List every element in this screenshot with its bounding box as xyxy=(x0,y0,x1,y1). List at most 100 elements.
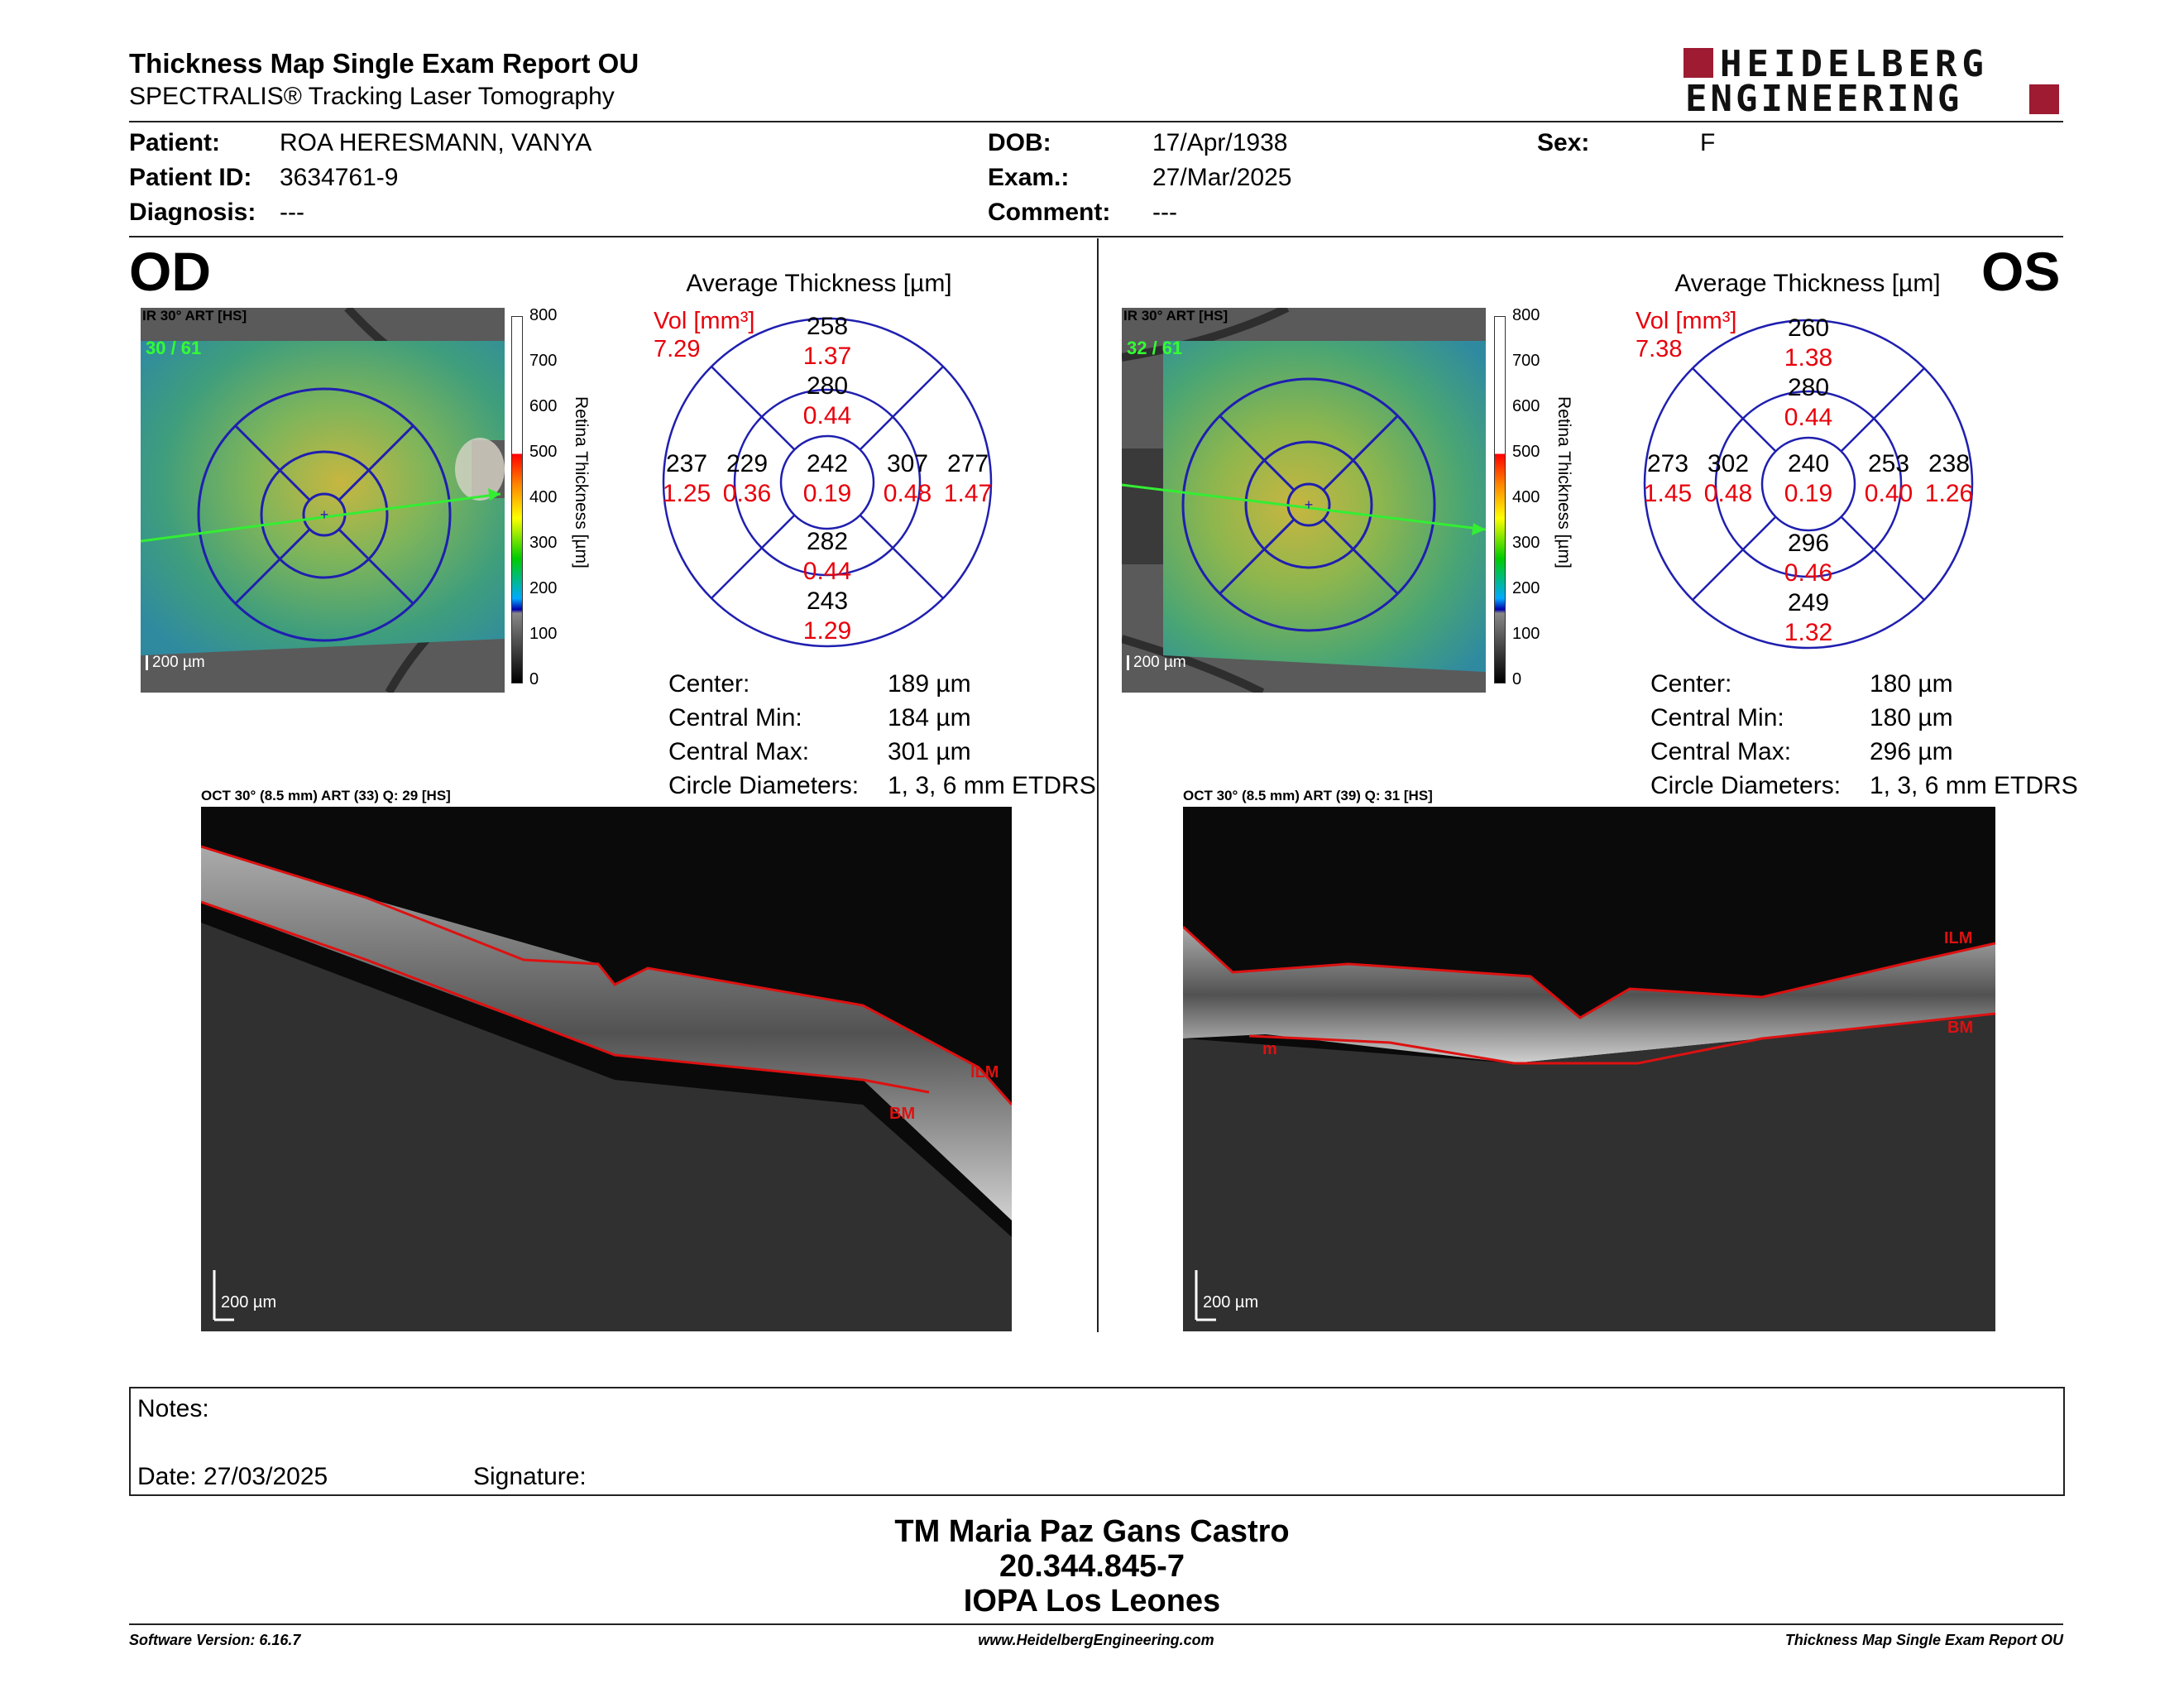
od-tick-500: 500 xyxy=(529,443,558,461)
os-diam-value: 1, 3, 6 mm ETDRS xyxy=(1870,772,2078,799)
notes-label: Notes: xyxy=(137,1395,209,1422)
os-colorbar-ticks: 800 700 600 500 400 300 200 100 0 xyxy=(1512,306,1545,688)
os-oct-svg xyxy=(1183,807,1995,1331)
od-center-label: Center: xyxy=(668,670,750,698)
od-min-value: 184 µm xyxy=(888,704,971,731)
od-tick-700: 700 xyxy=(529,352,558,370)
od-grid-values: 258 1.37 280 0.44 237 1.25 229 0.36 242 … xyxy=(658,313,997,652)
od-outer-top: 258 xyxy=(806,313,849,340)
os-outer-top: 260 xyxy=(1787,314,1830,342)
report-title: Thickness Map Single Exam Report OU xyxy=(129,48,639,79)
report-subtitle: SPECTRALIS® Tracking Laser Tomography xyxy=(129,83,615,110)
od-tick-0: 0 xyxy=(529,670,539,688)
od-center-vol: 0.19 xyxy=(802,480,852,507)
os-tick-100: 100 xyxy=(1512,625,1540,643)
logo-red-block-bottom xyxy=(2029,84,2059,114)
od-ir-image: IR 30° ART [HS] 30 / 61 200 µm + xyxy=(141,305,507,695)
os-inner-right: 253 xyxy=(1867,450,1910,477)
od-oct-label: OCT 30° (8.5 mm) ART (33) Q: 29 [HS] xyxy=(201,788,451,803)
diagnosis-value: --- xyxy=(280,199,304,226)
os-oct-scale: 200 µm xyxy=(1203,1293,1259,1312)
od-colorbar xyxy=(511,316,523,683)
od-inner-left-vol: 0.36 xyxy=(722,480,772,507)
od-inner-right: 307 xyxy=(886,450,929,477)
os-ir-scale: 200 µm xyxy=(1133,654,1186,671)
signature-label: Signature: xyxy=(473,1463,587,1490)
website-link[interactable]: www.HeidelbergEngineering.com xyxy=(978,1632,1214,1648)
od-ilm-label: ILM xyxy=(970,1063,999,1081)
od-oct-image: ILM BM 200 µm xyxy=(201,807,1012,1331)
os-oct-label: OCT 30° (8.5 mm) ART (39) Q: 31 [HS] xyxy=(1183,788,1433,803)
os-outer-right: 238 xyxy=(1928,450,1971,477)
comment-label: Comment: xyxy=(988,199,1111,226)
sex-label: Sex: xyxy=(1537,129,1590,156)
os-avg-title: Average Thickness [µm] xyxy=(1674,270,1941,297)
diagnosis-label: Diagnosis: xyxy=(129,199,256,226)
od-inner-right-vol: 0.48 xyxy=(883,480,932,507)
od-center-value: 189 µm xyxy=(888,670,971,698)
od-min-label: Central Min: xyxy=(668,704,802,731)
os-tick-700: 700 xyxy=(1512,352,1540,370)
signer-place: IOPA Los Leones xyxy=(963,1584,1221,1618)
od-inner-top-vol: 0.44 xyxy=(802,402,852,429)
od-oct-scale: 200 µm xyxy=(221,1293,277,1312)
os-outer-right-vol: 1.26 xyxy=(1924,480,1974,507)
patient-id-value: 3634761-9 xyxy=(280,164,399,191)
os-tick-600: 600 xyxy=(1512,397,1540,415)
os-center: 240 xyxy=(1787,450,1830,477)
od-colorbar-ticks: 800 700 600 500 400 300 200 100 0 xyxy=(529,306,563,688)
footer-divider xyxy=(129,1623,2063,1625)
od-eye-label: OD xyxy=(129,241,211,302)
os-outer-bottom: 249 xyxy=(1787,589,1830,616)
os-tick-800: 800 xyxy=(1512,306,1540,324)
os-center-value: 180 µm xyxy=(1870,670,1953,698)
os-ilm-label: ILM xyxy=(1944,929,1973,947)
os-scale-bar xyxy=(1127,655,1129,670)
od-oct-svg xyxy=(201,807,1012,1331)
os-grid-values: 260 1.38 280 0.44 273 1.45 302 0.48 240 … xyxy=(1639,314,1978,654)
od-tick-600: 600 xyxy=(529,397,558,415)
od-inner-bottom-vol: 0.44 xyxy=(802,558,852,585)
patient-value: ROA HERESMANN, VANYA xyxy=(280,129,592,156)
od-outer-left: 237 xyxy=(665,450,708,477)
patient-label: Patient: xyxy=(129,129,221,156)
od-outer-top-vol: 1.37 xyxy=(802,343,852,370)
os-inner-right-vol: 0.40 xyxy=(1864,480,1913,507)
od-vol-label: Vol [mm³] xyxy=(654,308,755,334)
eye-divider xyxy=(1097,238,1099,1332)
os-inner-left: 302 xyxy=(1707,450,1750,477)
os-outer-top-vol: 1.38 xyxy=(1784,344,1833,372)
od-etdrs-overlay: + xyxy=(141,387,501,642)
os-inner-left-vol: 0.48 xyxy=(1703,480,1753,507)
os-ir-label: IR 30° ART [HS] xyxy=(1123,308,1228,324)
date-label: Date: 27/03/2025 xyxy=(137,1463,328,1490)
os-etdrs-overlay: + xyxy=(1122,377,1486,632)
od-diam-value: 1, 3, 6 mm ETDRS xyxy=(888,772,1096,799)
od-scale-bar xyxy=(146,655,148,670)
os-inner-top: 280 xyxy=(1787,374,1830,401)
os-bm-label: BM xyxy=(1947,1019,1974,1037)
footer-report-name: Thickness Map Single Exam Report OU xyxy=(1784,1632,2063,1648)
dob-value: 17/Apr/1938 xyxy=(1152,129,1288,156)
software-version: Software Version: 6.16.7 xyxy=(129,1632,301,1648)
sex-value: F xyxy=(1700,129,1716,156)
od-outer-left-vol: 1.25 xyxy=(662,480,711,507)
logo-line1: HEIDELBERG xyxy=(1720,43,1989,85)
patient-id-label: Patient ID: xyxy=(129,164,252,191)
exam-value: 27/Mar/2025 xyxy=(1152,164,1292,191)
os-eye-label: OS xyxy=(1981,241,2061,302)
od-max-value: 301 µm xyxy=(888,738,971,765)
od-etdrs-grid xyxy=(662,317,993,648)
od-max-label: Central Max: xyxy=(668,738,810,765)
os-inner-bottom: 296 xyxy=(1787,530,1830,557)
od-inner-top: 280 xyxy=(806,372,849,400)
od-outer-right: 277 xyxy=(946,450,989,477)
os-outer-left: 273 xyxy=(1646,450,1689,477)
od-diam-label: Circle Diameters: xyxy=(668,772,860,799)
os-vol-label: Vol [mm³] xyxy=(1636,308,1737,334)
logo-line2: ENGINEERING xyxy=(1685,78,1963,120)
od-ir-label: IR 30° ART [HS] xyxy=(142,308,247,324)
os-m-label: m xyxy=(1262,1040,1277,1058)
od-tick-100: 100 xyxy=(529,625,558,643)
os-tick-0: 0 xyxy=(1512,670,1522,688)
